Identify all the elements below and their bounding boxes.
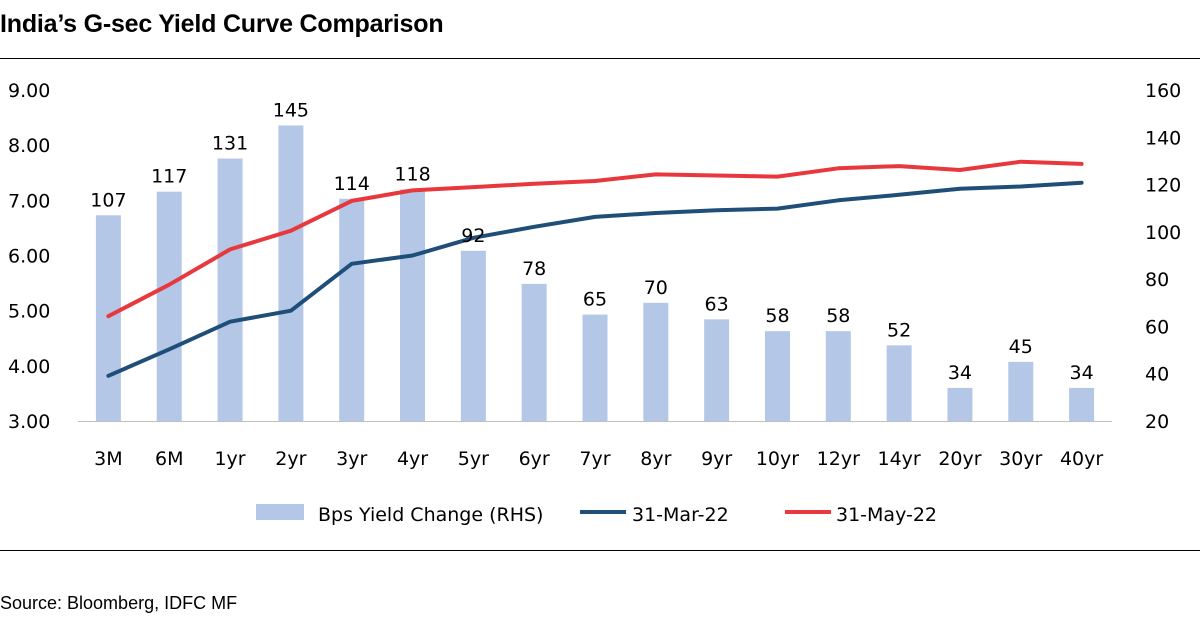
bar-9yr xyxy=(704,319,730,421)
legend-label-31-Mar-22: 31-Mar-22 xyxy=(632,504,729,526)
x-axis-tick: 9yr xyxy=(701,448,732,470)
legend-label-31-May-22: 31-May-22 xyxy=(836,504,937,526)
left-axis-tick: 6.00 xyxy=(8,246,50,268)
x-axis-tick: 3yr xyxy=(336,448,367,470)
left-axis-tick: 4.00 xyxy=(8,356,50,378)
labels-layer: 107 117 131 145 114 118 92 78 65 70 63 58 58 52 34 45 34 xyxy=(90,99,1093,383)
bar-value-label: 63 xyxy=(705,293,729,315)
bar-12yr xyxy=(825,331,851,421)
bar-8yr xyxy=(643,302,669,421)
bar-6M xyxy=(156,191,182,421)
legend: Bps Yield Change (RHS) 31-Mar-22 31-May-22 xyxy=(256,504,937,526)
bar-20yr xyxy=(947,387,973,421)
x-axis-tick: 40yr xyxy=(1060,448,1103,470)
bar-value-label: 34 xyxy=(948,362,972,384)
left-axis-tick: 3.00 xyxy=(8,411,50,433)
bottom-rule xyxy=(0,550,1200,551)
bar-5yr xyxy=(460,250,486,421)
bar-value-label: 78 xyxy=(522,258,546,280)
bar-6yr xyxy=(521,283,547,421)
source-note: Source: Bloomberg, IDFC MF xyxy=(0,593,238,613)
left-axis-tick: 5.00 xyxy=(8,301,50,323)
x-axis-tick: 30yr xyxy=(999,448,1042,470)
bar-4yr xyxy=(400,189,426,421)
yield-curve-chart: 107 117 131 145 114 118 92 78 65 70 63 58 58 52 34 45 34… xyxy=(8,80,1181,526)
x-axis-tick: 20yr xyxy=(938,448,981,470)
right-axis-tick: 40 xyxy=(1145,364,1169,386)
bar-10yr xyxy=(764,331,790,421)
bar-value-label: 118 xyxy=(394,163,430,185)
x-axis-tick: 7yr xyxy=(579,448,610,470)
bar-value-label: 92 xyxy=(461,225,485,247)
x-axis-tick: 6yr xyxy=(519,448,550,470)
bar-14yr xyxy=(886,345,912,421)
bar-value-label: 70 xyxy=(644,277,668,299)
x-axis-tick: 6M xyxy=(155,448,183,470)
right-axis-tick: 160 xyxy=(1145,80,1181,102)
x-axis-tick: 1yr xyxy=(214,448,245,470)
axis-layer: 3.00 4.00 5.00 6.00 7.00 8.00 9.00 20 40 60 80 100 1… xyxy=(8,80,1181,470)
legend-label-bars: Bps Yield Change (RHS) xyxy=(318,504,543,526)
bar-value-label: 131 xyxy=(212,133,248,155)
series-line-31-May-22 xyxy=(106,159,1084,319)
x-axis-tick: 3M xyxy=(94,448,122,470)
x-axis-tick: 12yr xyxy=(817,448,860,470)
x-axis-tick: 5yr xyxy=(458,448,489,470)
bar-2yr xyxy=(278,125,304,421)
bar-3yr xyxy=(339,198,365,421)
bar-value-label: 117 xyxy=(151,166,187,188)
bar-value-label: 34 xyxy=(1069,362,1093,384)
x-axis-tick: 14yr xyxy=(878,448,921,470)
bars-layer xyxy=(95,125,1095,422)
right-axis-tick: 140 xyxy=(1145,127,1181,149)
bar-30yr xyxy=(1008,361,1034,421)
bar-value-label: 45 xyxy=(1009,336,1033,358)
left-axis-tick: 8.00 xyxy=(8,135,50,157)
right-axis-tick: 100 xyxy=(1145,222,1181,244)
bar-value-label: 107 xyxy=(90,189,126,211)
left-axis-tick: 7.00 xyxy=(8,190,50,212)
bar-value-label: 58 xyxy=(765,305,789,327)
right-axis-tick: 20 xyxy=(1145,411,1169,433)
bar-7yr xyxy=(582,314,608,421)
chart-title: India’s G-sec Yield Curve Comparison xyxy=(0,10,444,38)
x-axis-tick: 2yr xyxy=(275,448,306,470)
right-axis-tick: 80 xyxy=(1145,269,1169,291)
bar-value-label: 114 xyxy=(334,173,370,195)
bar-1yr xyxy=(217,158,243,422)
left-axis-tick: 9.00 xyxy=(8,80,50,102)
bar-value-label: 145 xyxy=(273,99,309,121)
x-axis-tick: 8yr xyxy=(640,448,671,470)
x-axis-tick: 4yr xyxy=(397,448,428,470)
series-line-31-Mar-22 xyxy=(106,180,1084,378)
bar-value-label: 65 xyxy=(583,289,607,311)
bar-40yr xyxy=(1069,387,1095,421)
bar-value-label: 58 xyxy=(826,305,850,327)
bar-value-label: 52 xyxy=(887,319,911,341)
legend-swatch-bars xyxy=(256,504,304,520)
right-axis-tick: 120 xyxy=(1145,175,1181,197)
x-axis-tick: 10yr xyxy=(756,448,799,470)
top-rule xyxy=(0,58,1200,59)
lines-layer xyxy=(106,159,1084,378)
right-axis-tick: 60 xyxy=(1145,316,1169,338)
